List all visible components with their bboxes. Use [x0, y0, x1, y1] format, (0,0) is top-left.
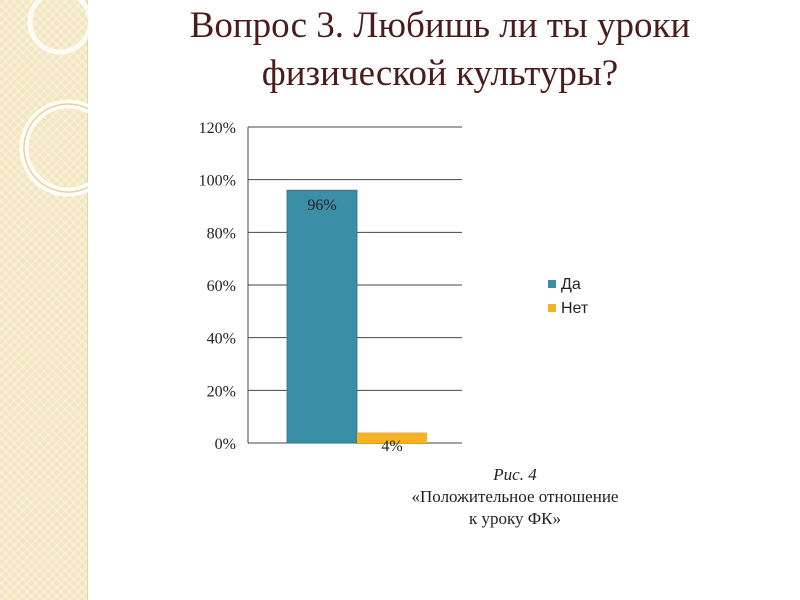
legend-label-no: Нет: [561, 300, 589, 317]
bar-no: [357, 432, 427, 443]
ring-ornament-icon: [19, 0, 88, 197]
y-tick-label: 80%: [207, 225, 236, 242]
legend-swatch-yes: [548, 280, 556, 288]
y-tick-label: 100%: [199, 173, 236, 190]
decorative-side-panel: [0, 0, 88, 600]
slide-title-line-2: физической культуры?: [261, 53, 619, 94]
y-tick-label: 20%: [207, 383, 236, 400]
y-tick-label: 120%: [199, 120, 236, 137]
figure-caption: Рис. 4 «Положительное отношение к уроку …: [340, 464, 690, 530]
slide-title: Вопрос 3. Любишь ли ты уроки физической …: [110, 2, 770, 98]
bar-yes: [286, 189, 358, 444]
y-tick-label: 0%: [215, 436, 236, 453]
caption-line-2: к уроку ФК»: [468, 509, 562, 528]
legend-label-yes: Да: [561, 276, 581, 293]
data-label-yes: 96%: [307, 197, 336, 214]
data-label-no: 4%: [381, 438, 402, 455]
caption-figure-number: Рис. 4: [493, 465, 537, 484]
slide-title-line-1: Вопрос 3. Любишь ли ты уроки: [189, 5, 691, 46]
y-tick-label: 60%: [207, 278, 236, 295]
y-tick-label: 40%: [207, 331, 236, 348]
legend-swatch-no: [548, 304, 556, 312]
caption-text: «Положительное отношение: [411, 487, 619, 506]
caption-line-1: Рис. 4 «Положительное отношение: [340, 464, 690, 508]
